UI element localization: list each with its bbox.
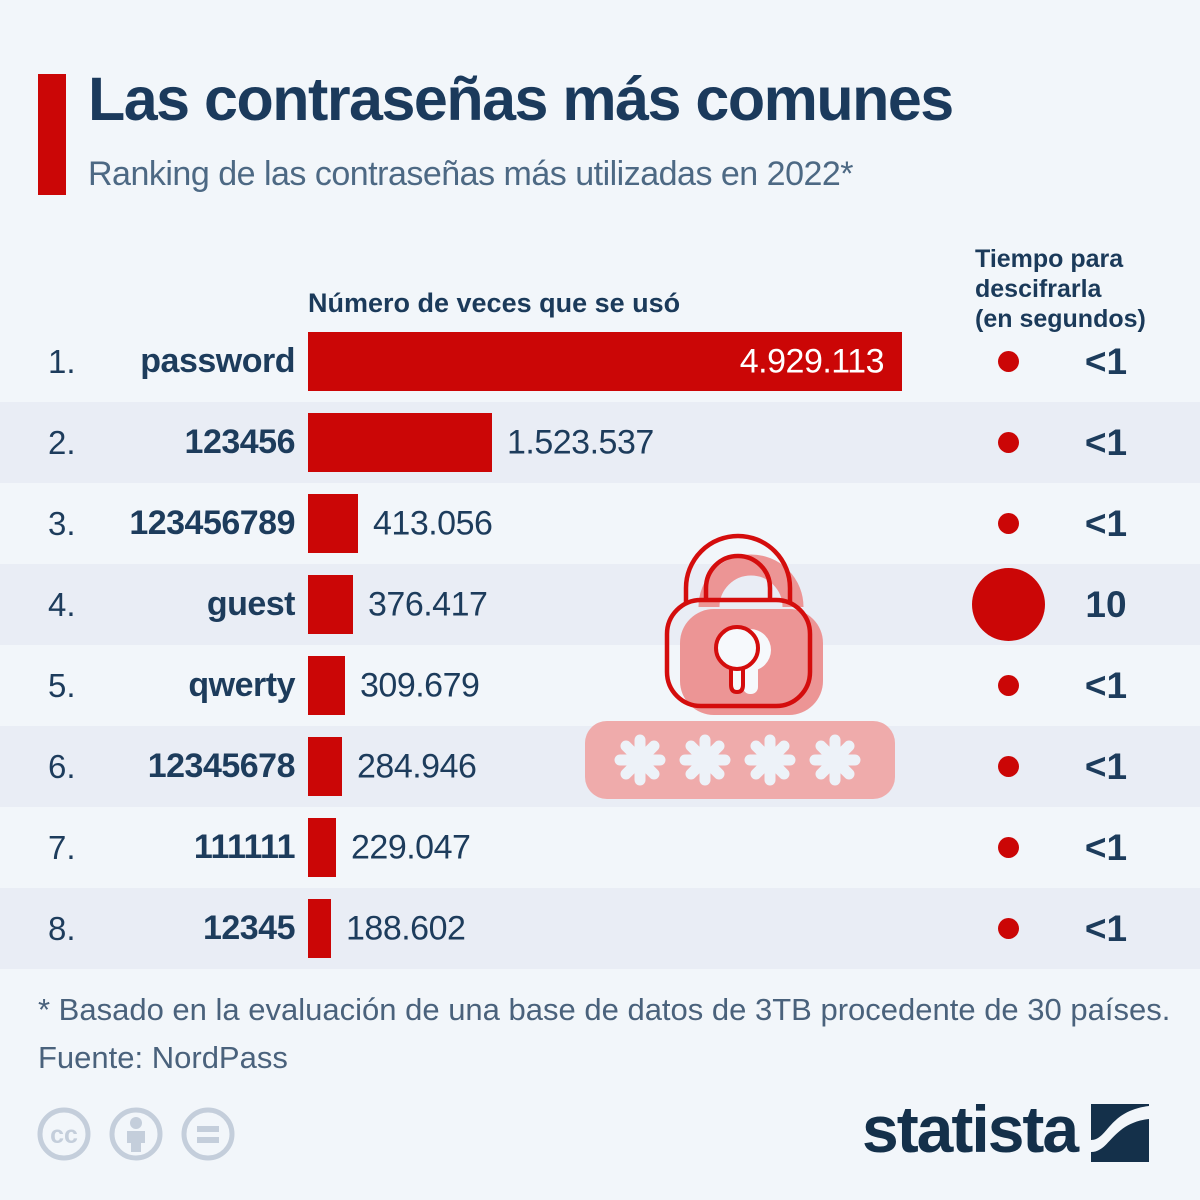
usage-bar bbox=[308, 899, 331, 958]
crack-time-value: <1 bbox=[1084, 664, 1128, 706]
password-label: 123456 bbox=[184, 423, 296, 461]
crack-time-dot-icon bbox=[997, 675, 1019, 696]
bar-cell: 376.417 bbox=[308, 564, 908, 645]
password-label: 12345678 bbox=[147, 747, 296, 785]
crack-time-value: 10 bbox=[1085, 583, 1127, 625]
license-icons: cc bbox=[37, 1107, 235, 1161]
bar-cell: 1.523.537 bbox=[308, 402, 908, 483]
security-illustration bbox=[585, 533, 895, 799]
ranking-table: 1. password 4.929.113 <1 2. 123456 1.523.537 <1… bbox=[0, 321, 1200, 969]
usage-value: 188.602 bbox=[346, 909, 466, 947]
usage-value: 376.417 bbox=[368, 585, 488, 623]
rank-label: 6. bbox=[48, 747, 76, 785]
usage-value: 413.056 bbox=[373, 504, 493, 542]
attribution-person-icon bbox=[109, 1107, 163, 1161]
usage-value: 309.679 bbox=[360, 666, 480, 704]
crack-time-dot-icon bbox=[997, 513, 1019, 534]
table-row: 4. guest 376.417 10 bbox=[0, 564, 1200, 645]
crack-time-column-header: Tiempo para descifrarla (en segundos) bbox=[975, 245, 1146, 333]
crack-time-value: <1 bbox=[1084, 907, 1128, 949]
table-row: 5. qwerty 309.679 <1 bbox=[0, 645, 1200, 726]
password-label: 111111 bbox=[193, 828, 296, 866]
table-row: 7. 111111 229.047 <1 bbox=[0, 807, 1200, 888]
crack-time-dot-cell bbox=[908, 483, 1108, 564]
page-subtitle: Ranking de las contraseñas más utilizada… bbox=[88, 155, 854, 193]
crack-time-dot-icon bbox=[971, 568, 1045, 641]
rank-label: 3. bbox=[48, 504, 76, 542]
bar-cell: 4.929.113 bbox=[308, 321, 908, 402]
usage-value: 4.929.113 bbox=[739, 342, 885, 380]
usage-bar bbox=[308, 494, 358, 553]
password-asterisks-field bbox=[585, 721, 895, 799]
crack-time-dot-icon bbox=[997, 756, 1019, 777]
bar-cell: 309.679 bbox=[308, 645, 908, 726]
footnote: * Basado en la evaluación de una base de… bbox=[38, 992, 1171, 1027]
statista-logo: statista bbox=[862, 1092, 1150, 1166]
bar-cell: 229.047 bbox=[308, 807, 908, 888]
crack-time-dot-cell bbox=[908, 888, 1108, 969]
rank-label: 1. bbox=[48, 342, 76, 380]
rank-label: 5. bbox=[48, 666, 76, 704]
crack-time-dot-icon bbox=[997, 351, 1019, 372]
bar-cell: 284.946 bbox=[308, 726, 908, 807]
title-accent-bar bbox=[38, 74, 66, 195]
password-label: guest bbox=[206, 585, 296, 623]
password-label: password bbox=[140, 342, 295, 380]
crack-time-value: <1 bbox=[1084, 745, 1128, 787]
padlock-icon bbox=[664, 533, 823, 715]
usage-bar bbox=[308, 737, 342, 796]
crack-time-dot-cell bbox=[908, 807, 1108, 888]
usage-value: 229.047 bbox=[351, 828, 471, 866]
usage-value: 284.946 bbox=[357, 747, 477, 785]
rank-label: 4. bbox=[48, 585, 76, 623]
usage-bar bbox=[308, 575, 353, 634]
cc-icon bbox=[37, 1107, 91, 1161]
crack-time-dot-cell bbox=[908, 402, 1108, 483]
rank-label: 7. bbox=[48, 828, 76, 866]
crack-time-value: <1 bbox=[1084, 826, 1128, 868]
table-row: 8. 12345 188.602 <1 bbox=[0, 888, 1200, 969]
crack-time-value: <1 bbox=[1084, 502, 1128, 544]
bar-cell: 413.056 bbox=[308, 483, 908, 564]
rank-label: 2. bbox=[48, 423, 76, 461]
statista-wordmark: statista bbox=[862, 1092, 1079, 1166]
svg-text:cc: cc bbox=[50, 1121, 78, 1149]
crack-time-dot-cell bbox=[908, 726, 1108, 807]
crack-time-dot-cell bbox=[908, 321, 1108, 402]
crack-time-dot-icon bbox=[997, 432, 1019, 453]
usage-bar bbox=[308, 656, 345, 715]
crack-time-dot-cell bbox=[908, 645, 1108, 726]
crack-time-value: <1 bbox=[1084, 421, 1128, 463]
usage-bar bbox=[308, 332, 902, 391]
table-row: 1. password 4.929.113 <1 bbox=[0, 321, 1200, 402]
bar-cell: 188.602 bbox=[308, 888, 908, 969]
table-row: 2. 123456 1.523.537 <1 bbox=[0, 402, 1200, 483]
page-title: Las contraseñas más comunes bbox=[88, 65, 954, 133]
source-line: Fuente: NordPass bbox=[38, 1040, 288, 1075]
crack-time-dot-icon bbox=[997, 837, 1019, 858]
password-label: 123456789 bbox=[129, 504, 295, 542]
no-derivatives-equals-icon bbox=[181, 1107, 235, 1161]
usage-axis-label: Número de veces que se usó bbox=[308, 288, 681, 318]
password-label: 12345 bbox=[202, 909, 296, 947]
usage-value: 1.523.537 bbox=[507, 423, 654, 461]
asterisk-icons bbox=[614, 734, 861, 786]
password-label: qwerty bbox=[188, 666, 295, 704]
rank-label: 8. bbox=[48, 909, 76, 947]
crack-time-value: <1 bbox=[1084, 340, 1128, 382]
crack-time-dot-cell bbox=[908, 564, 1108, 645]
usage-bar bbox=[308, 413, 492, 472]
usage-bar bbox=[308, 818, 336, 877]
crack-time-dot-icon bbox=[997, 918, 1019, 939]
table-row: 3. 123456789 413.056 <1 bbox=[0, 483, 1200, 564]
statista-logo-mark-icon bbox=[1091, 1104, 1150, 1162]
